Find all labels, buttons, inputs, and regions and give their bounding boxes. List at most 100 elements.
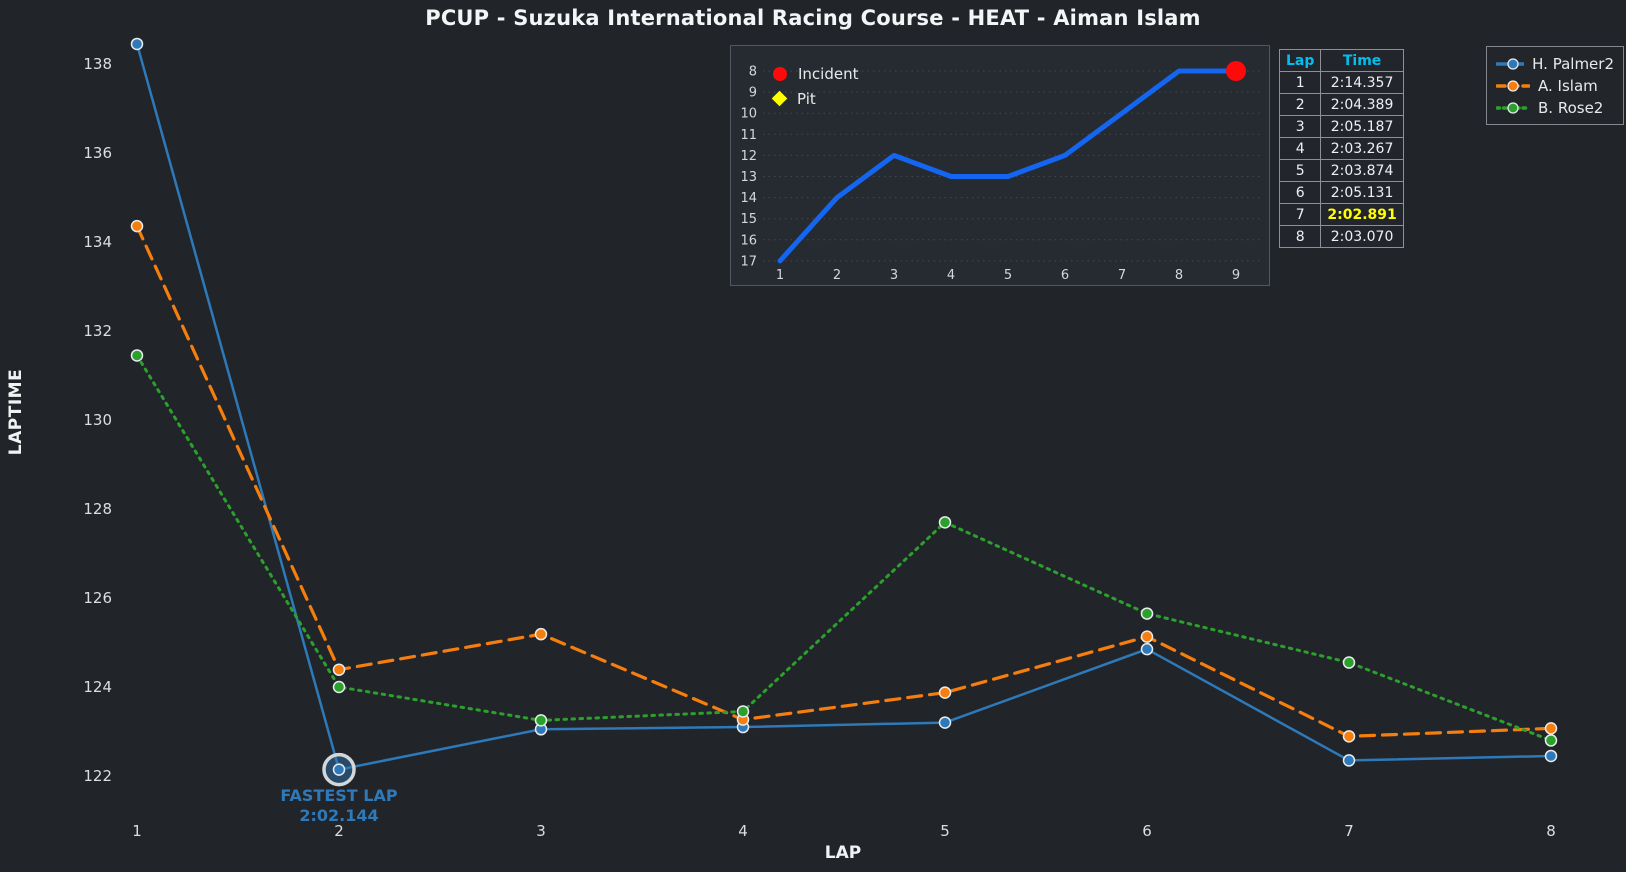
incident-marker-icon: [773, 66, 787, 81]
marker-a-islam-lap-8: [1544, 722, 1558, 735]
marker-a-islam-lap-2: [332, 663, 346, 676]
marker-h-palmer2-lap-8: [1544, 749, 1558, 763]
position-line: [777, 68, 1239, 264]
x-tick-label: 2: [334, 822, 344, 840]
x-tick-label: 3: [536, 822, 546, 840]
legend-item-a-islam: A. Islam: [1496, 76, 1614, 95]
inset-x-tick-label: 8: [1175, 268, 1183, 283]
x-tick-label: 1: [132, 822, 142, 840]
inset-x-tick-label: 4: [947, 268, 955, 283]
x-tick-label: 4: [738, 822, 748, 840]
marker-a-islam-lap-3: [534, 627, 548, 641]
lap-table-row-1: 1 2:14.357: [1278, 71, 1404, 94]
y-tick-label: 132: [83, 322, 112, 340]
fastest-lap-label: FASTEST LAP: [280, 786, 397, 805]
incident-label: Incident: [798, 64, 859, 83]
marker-a-islam-lap-6: [1140, 630, 1154, 643]
driver-legend: H. Palmer2 A. Islam B. Rose2: [1486, 46, 1624, 125]
marker-h-palmer2-lap-7: [1342, 754, 1356, 767]
legend-label: B. Rose2: [1538, 98, 1604, 117]
inset-y-tick-label: 14: [740, 191, 757, 206]
marker-h-palmer2-lap-2: [332, 763, 346, 776]
time-cell: 2:14.357: [1320, 71, 1404, 94]
pit-marker-icon: [771, 90, 788, 107]
pit-label: Pit: [797, 89, 816, 108]
series-line-a-islam: [135, 224, 1553, 738]
legend-label: A. Islam: [1538, 76, 1598, 95]
series-line-h-palmer2: [135, 42, 1553, 771]
lap-cell: 2: [1278, 93, 1322, 116]
lap-table-row-4: 4 2:03.267: [1278, 137, 1404, 160]
marker-h-palmer2-lap-5: [938, 716, 952, 729]
time-cell: 2:05.187: [1320, 115, 1404, 138]
inset-x-tick-label: 5: [1004, 268, 1012, 283]
x-tick-label: 6: [1142, 822, 1152, 840]
inset-y-tick-label: 17: [740, 254, 757, 269]
inset-y-tick-label: 13: [740, 170, 757, 185]
inset-x-tick-label: 6: [1061, 268, 1069, 283]
lap-cell: 6: [1278, 181, 1322, 204]
lap-table-header-row: Lap Time: [1278, 49, 1404, 72]
y-tick-label: 134: [83, 233, 112, 251]
lap-table-row-3: 3 2:05.187: [1278, 115, 1404, 138]
x-tick-label: 5: [940, 822, 950, 840]
marker-b-rose2-lap-5: [938, 516, 952, 529]
time-cell: 2:03.267: [1320, 137, 1404, 160]
y-tick-label: 136: [83, 144, 112, 162]
lap-time-table: Lap Time 1 2:14.357 2 2:04.389 3 2:05.187 4 2:0…: [1278, 49, 1404, 248]
marker-h-palmer2-lap-6: [1140, 642, 1154, 656]
marker-b-rose2-lap-7: [1342, 656, 1356, 669]
inset-y-tick-label: 15: [740, 212, 757, 227]
inset-y-tick-label: 9: [749, 86, 757, 101]
time-column-header: Time: [1320, 49, 1404, 72]
lap-cell: 1: [1278, 71, 1322, 94]
x-tick-label: 7: [1344, 822, 1354, 840]
marker-a-islam-lap-7: [1342, 730, 1356, 743]
marker-b-rose2-lap-6: [1140, 607, 1154, 620]
x-axis-label: LAP: [824, 843, 862, 863]
lap-cell: 7: [1278, 203, 1322, 226]
incident-marker: [1226, 61, 1246, 81]
a-islam-line-swatch-icon: [1496, 79, 1530, 92]
inset-y-tick-label: 11: [740, 128, 757, 143]
inset-x-tick-label: 2: [833, 268, 841, 283]
marker-b-rose2-lap-8: [1544, 734, 1558, 747]
x-tick-label: 8: [1546, 822, 1556, 840]
inset-x-tick-label: 9: [1232, 268, 1240, 283]
y-tick-label: 122: [83, 767, 112, 785]
time-cell: 2:05.131: [1320, 181, 1404, 204]
y-tick-label: 124: [83, 678, 112, 696]
marker-b-rose2-lap-4: [736, 705, 750, 718]
marker-b-rose2-lap-1: [130, 349, 144, 362]
inset-y-tick-label: 12: [740, 149, 757, 164]
y-tick-label: 128: [83, 500, 112, 518]
marker-a-islam-lap-5: [938, 686, 952, 699]
marker-h-palmer2-lap-1: [130, 37, 144, 51]
series-line-b-rose2: [135, 353, 1553, 742]
time-cell: 2:04.389: [1320, 93, 1404, 116]
lap-cell: 5: [1278, 159, 1322, 182]
inset-x-tick-label: 1: [776, 268, 784, 283]
y-tick-label: 138: [83, 55, 112, 73]
lap-table-row-2: 2 2:04.389: [1278, 93, 1404, 116]
position-inset-chart: 8 9 10 11 12 13 14 15 16 17 1 2 3 4 5 6 7 8 9 Incident Pit: [730, 45, 1270, 286]
fastest-lap-value: 2:02.144: [299, 806, 378, 825]
lap-table-row-7: 7 2:02.891: [1278, 203, 1404, 226]
lap-table-row-6: 6 2:05.131: [1278, 181, 1404, 204]
lap-cell: 4: [1278, 137, 1322, 160]
inset-x-tick-label: 7: [1118, 268, 1126, 283]
lap-table-row-5: 5 2:03.874: [1278, 159, 1404, 182]
lap-table-row-8: 8 2:03.070: [1278, 225, 1404, 248]
b-rose2-line-swatch-icon: [1496, 101, 1530, 114]
inset-y-tick-label: 8: [749, 65, 757, 80]
legend-item-b-rose2: B. Rose2: [1496, 98, 1614, 117]
time-cell: 2:03.874: [1320, 159, 1404, 182]
inset-x-tick-label: 3: [890, 268, 898, 283]
page-title: PCUP - Suzuka International Racing Cours…: [425, 6, 1201, 30]
time-cell: 2:03.070: [1320, 225, 1404, 248]
inset-y-tick-label: 16: [740, 233, 757, 248]
inset-y-tick-label: 10: [740, 107, 757, 122]
